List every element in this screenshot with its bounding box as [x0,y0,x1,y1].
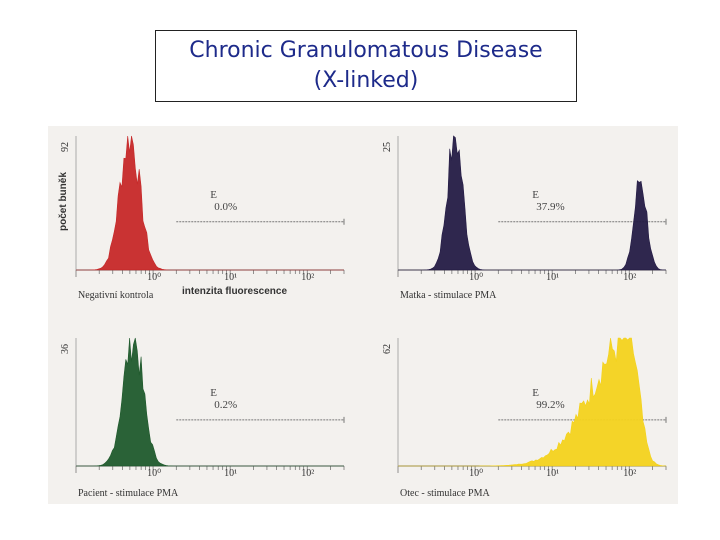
x-tick-label: 10¹ [546,272,559,283]
x-tick-label: 10¹ [224,272,237,283]
x-tick-label: 10² [301,272,314,283]
x-tick-label: 10² [623,468,636,479]
gate-label: E [532,387,539,399]
shared-ylabel: počet buněk [58,172,69,231]
panel-caption: Pacient - stimulace PMA [78,488,179,499]
title-line-1: Chronic Granulomatous Disease [189,38,543,63]
histogram-area [76,135,344,271]
x-tick-label: 10⁰ [147,468,161,479]
title-line-2: (X-linked) [313,68,419,93]
y-max-label: 25 [382,142,393,152]
x-tick-label: 10⁰ [469,468,483,479]
panel-caption: Otec - stimulace PMA [400,488,490,499]
gate-percent: 0.2% [214,399,237,411]
x-tick-label: 10⁰ [469,272,483,283]
gate-label: E [210,189,217,201]
gate-label: E [532,189,539,201]
x-tick-label: 10¹ [224,468,237,479]
gate-percent: 99.2% [536,399,564,411]
shared-xlabel: intenzita fluorescence [182,286,287,297]
gate-percent: 37.9% [536,201,564,213]
gate-label: E [210,387,217,399]
histogram-panels: počet buněk intenzita fluorescence 10⁰ 10… [58,135,667,499]
y-max-label: 92 [60,142,71,152]
x-tick-label: 10² [623,272,636,283]
x-tick-label: 10¹ [546,468,559,479]
x-tick-label: 10² [301,468,314,479]
slide-title: Chronic Granulomatous Disease (X-linked) [155,30,577,102]
histogram-area [398,337,667,467]
gate-percent: 0.0% [214,201,237,213]
x-tick-label: 10⁰ [147,272,161,283]
y-max-label: 62 [382,344,393,354]
histogram-area [76,337,344,467]
y-max-label: 36 [60,344,71,354]
flow-cytometry-figure: počet buněk intenzita fluorescence 10⁰ 10… [48,126,678,504]
panel-caption: Matka - stimulace PMA [400,290,497,301]
histogram-area [398,135,667,271]
panel-caption: Negativní kontrola [78,290,154,301]
